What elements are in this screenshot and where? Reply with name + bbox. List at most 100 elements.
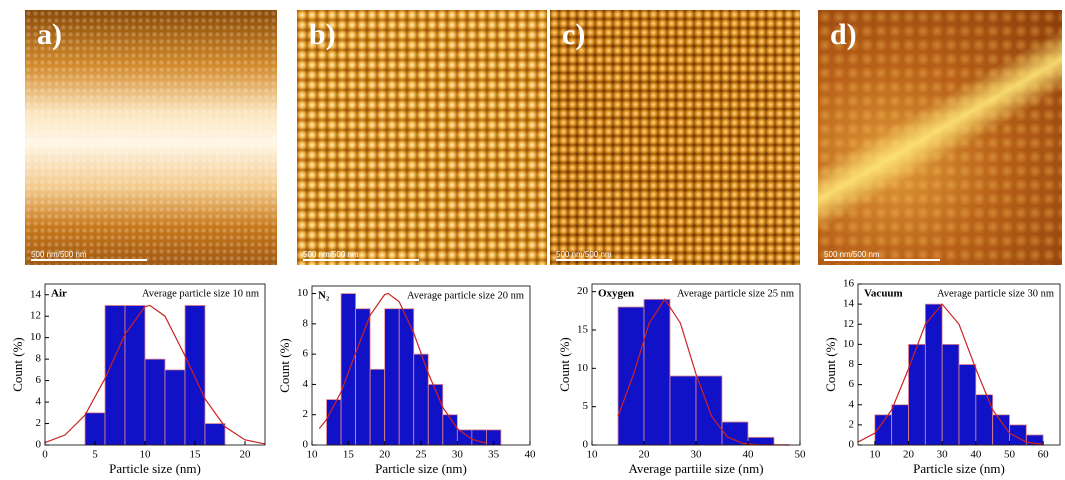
scale-bar: 500 nm/500 nm bbox=[303, 250, 419, 261]
y-tick-label: 4 bbox=[303, 378, 309, 390]
afm-image: a) 500 nm/500 nm bbox=[25, 10, 277, 265]
y-tick-label: 5 bbox=[583, 400, 589, 412]
y-tick-label: 12 bbox=[30, 310, 41, 322]
y-tick-label: 2 bbox=[303, 408, 309, 420]
y-tick-label: 8 bbox=[36, 353, 42, 365]
y-tick-label: 0 bbox=[849, 439, 855, 451]
bar bbox=[384, 308, 400, 446]
bar bbox=[891, 404, 909, 446]
x-tick-label: 10 bbox=[587, 449, 599, 461]
bar bbox=[643, 298, 671, 446]
x-tick-label: 20 bbox=[379, 449, 391, 461]
annotation: Average particle size 30 nm bbox=[937, 288, 1054, 299]
y-tick-label: 2 bbox=[849, 418, 855, 430]
panel-label: b) bbox=[309, 18, 336, 51]
y-tick-label: 6 bbox=[36, 374, 42, 386]
afm-image: d) 500 nm/500 nm bbox=[818, 10, 1062, 265]
x-axis-label: Average partiile size (nm) bbox=[628, 461, 763, 476]
y-tick-label: 20 bbox=[577, 285, 589, 297]
x-tick-label: 30 bbox=[691, 449, 703, 461]
bar bbox=[355, 308, 371, 446]
series-label: Air bbox=[51, 288, 67, 300]
bar bbox=[104, 305, 126, 446]
bar bbox=[941, 343, 960, 446]
y-tick-label: 10 bbox=[577, 362, 589, 374]
bar bbox=[124, 305, 146, 446]
y-tick-label: 14 bbox=[843, 298, 855, 310]
y-tick-label: 8 bbox=[303, 317, 309, 329]
y-tick-label: 6 bbox=[849, 378, 855, 390]
x-tick-label: 15 bbox=[343, 449, 355, 461]
bar bbox=[369, 368, 386, 446]
bar bbox=[164, 369, 186, 446]
x-tick-label: 15 bbox=[190, 449, 202, 461]
y-tick-label: 14 bbox=[30, 288, 42, 300]
x-tick-label: 10 bbox=[307, 449, 319, 461]
x-tick-label: 5 bbox=[92, 449, 98, 461]
fit-curve bbox=[318, 292, 487, 444]
x-axis-label: Particle size (nm) bbox=[375, 461, 467, 476]
y-tick-label: 16 bbox=[843, 278, 855, 290]
annotation: Average particle size 10 nm bbox=[142, 288, 259, 299]
y-axis-label: Count (%) bbox=[823, 337, 838, 392]
bar bbox=[144, 358, 166, 446]
plot-frame bbox=[44, 283, 266, 446]
bar bbox=[427, 384, 444, 446]
y-tick-label: 12 bbox=[843, 318, 854, 330]
y-tick-label: 10 bbox=[30, 331, 42, 343]
x-tick-label: 40 bbox=[525, 449, 537, 461]
bar bbox=[908, 343, 926, 446]
x-tick-label: 30 bbox=[452, 449, 464, 461]
y-tick-label: 4 bbox=[849, 398, 855, 410]
y-tick-label: 10 bbox=[297, 287, 309, 299]
scale-bar: 500 nm/500 nm bbox=[31, 250, 147, 261]
y-tick-label: 0 bbox=[583, 439, 589, 451]
annotation: Average particle size 25 nm bbox=[677, 288, 794, 299]
x-tick-label: 20 bbox=[639, 449, 651, 461]
y-axis-label: Count (%) bbox=[557, 337, 572, 392]
x-tick-label: 35 bbox=[488, 449, 500, 461]
scale-bar: 500 nm/500 nm bbox=[824, 250, 940, 261]
bar bbox=[721, 421, 749, 446]
bar bbox=[958, 364, 977, 446]
panel-label: d) bbox=[830, 18, 857, 51]
panel-label: c) bbox=[562, 18, 586, 51]
bar bbox=[184, 305, 206, 446]
bar bbox=[669, 375, 697, 446]
y-tick-label: 2 bbox=[36, 417, 42, 429]
x-tick-label: 60 bbox=[1038, 449, 1050, 461]
x-tick-label: 0 bbox=[42, 449, 48, 461]
x-axis-label: Particle size (nm) bbox=[109, 461, 201, 476]
fit-curve bbox=[44, 304, 266, 445]
y-tick-label: 10 bbox=[843, 338, 855, 350]
x-tick-label: 40 bbox=[743, 449, 755, 461]
x-axis-label: Particle size (nm) bbox=[913, 461, 1005, 476]
bar bbox=[84, 412, 106, 446]
y-tick-label: 4 bbox=[36, 396, 42, 408]
bar bbox=[924, 303, 943, 446]
x-tick-label: 20 bbox=[903, 449, 915, 461]
series-label: Vacuum bbox=[864, 288, 903, 300]
bar bbox=[340, 293, 357, 446]
y-tick-label: 15 bbox=[577, 324, 589, 336]
x-tick-label: 40 bbox=[970, 449, 982, 461]
panel-label: a) bbox=[37, 18, 62, 51]
afm-image: c) 500 nm/500 nm bbox=[550, 10, 800, 265]
x-tick-label: 30 bbox=[937, 449, 949, 461]
x-tick-label: 10 bbox=[869, 449, 881, 461]
bar bbox=[442, 414, 458, 446]
x-tick-label: 10 bbox=[140, 449, 152, 461]
y-tick-label: 8 bbox=[849, 358, 855, 370]
y-tick-label: 0 bbox=[36, 439, 42, 451]
x-tick-label: 50 bbox=[1004, 449, 1016, 461]
y-axis-label: Count (%) bbox=[10, 337, 25, 392]
x-tick-label: 25 bbox=[416, 449, 428, 461]
y-axis-label: Count (%) bbox=[277, 338, 292, 393]
series-label: N₂ bbox=[318, 290, 330, 302]
y-tick-label: 6 bbox=[303, 348, 309, 360]
bar bbox=[617, 306, 645, 446]
annotation: Average particle size 20 nm bbox=[407, 290, 524, 301]
y-tick-label: 0 bbox=[303, 439, 309, 451]
